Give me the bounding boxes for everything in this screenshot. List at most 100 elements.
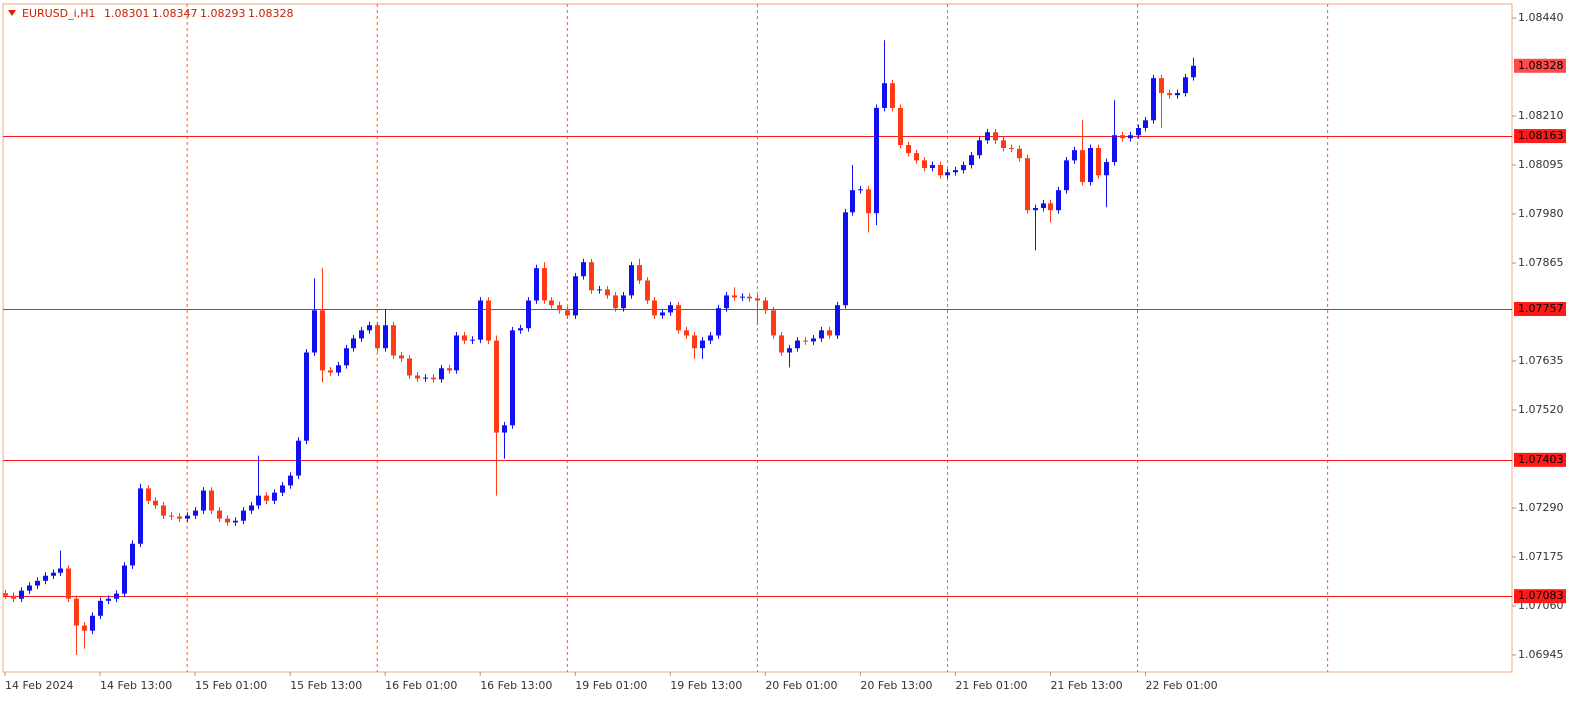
candle-body <box>1151 78 1156 121</box>
candle-body <box>969 155 974 166</box>
candle-body <box>1128 135 1133 139</box>
candle-body <box>906 145 911 154</box>
candle-body <box>27 585 32 591</box>
candle-body <box>945 172 950 176</box>
candle-body <box>74 598 79 626</box>
candle-body <box>272 492 277 501</box>
candle-body <box>1072 150 1077 161</box>
candle-body <box>755 298 760 301</box>
candle-body <box>1143 120 1148 128</box>
candle-body <box>589 262 594 291</box>
plot-layer <box>3 4 1512 672</box>
candle-body <box>621 295 626 309</box>
candle-body <box>1120 135 1125 139</box>
header-close: 1.08328 <box>248 7 294 20</box>
candle-body <box>692 335 697 349</box>
candle-body <box>557 305 562 311</box>
candle-body <box>732 295 737 298</box>
y-tick-label: 1.08095 <box>1518 158 1564 171</box>
candle-body <box>890 83 895 108</box>
candle-body <box>217 510 222 519</box>
level-label-box <box>1514 129 1566 144</box>
candle-body <box>795 340 800 349</box>
candle-body <box>288 475 293 486</box>
candle-body <box>510 330 515 426</box>
candle-body <box>336 365 341 373</box>
candle-body <box>146 488 151 501</box>
x-tick-label: 19 Feb 13:00 <box>670 679 742 692</box>
candle-body <box>985 132 990 141</box>
candle-body <box>637 265 642 281</box>
x-tick-label: 16 Feb 13:00 <box>480 679 552 692</box>
candle-body <box>3 593 8 596</box>
candle-body <box>747 296 752 299</box>
candle-body <box>668 305 673 313</box>
candle-body <box>977 140 982 156</box>
candle-body <box>1009 147 1014 149</box>
candle-body <box>19 590 24 599</box>
candle-body <box>1191 65 1196 78</box>
candle-body <box>1056 190 1061 211</box>
x-tick-label: 19 Feb 01:00 <box>575 679 647 692</box>
level-label: 1.07083 <box>1518 589 1564 602</box>
candle-body <box>1001 140 1006 148</box>
candle-body <box>1025 158 1030 211</box>
candle-body <box>130 543 135 566</box>
candle-body <box>249 505 254 511</box>
candle-body <box>351 338 356 349</box>
candle-body <box>1183 77 1188 94</box>
x-tick-label: 22 Feb 01:00 <box>1145 679 1217 692</box>
candle-body <box>763 300 768 311</box>
candle-body <box>502 425 507 433</box>
candle-body <box>431 377 436 380</box>
candle-body <box>280 485 285 493</box>
x-tick-label: 14 Feb 13:00 <box>100 679 172 692</box>
candle-body <box>114 593 119 599</box>
candle-body <box>1033 208 1038 211</box>
header-low: 1.08293 <box>200 7 246 20</box>
candle-body <box>320 310 325 371</box>
candle-body <box>914 153 919 161</box>
candle-body <box>201 490 206 511</box>
candle-body <box>542 268 547 301</box>
candle-body <box>367 325 372 331</box>
candle-body <box>581 262 586 277</box>
x-tick-label: 16 Feb 01:00 <box>385 679 457 692</box>
candle-body <box>439 368 444 380</box>
candle-body <box>518 328 523 331</box>
candle-body <box>153 500 158 506</box>
candle-body <box>779 335 784 353</box>
candle-body <box>359 330 364 339</box>
candle-body <box>328 370 333 373</box>
candle-body <box>344 348 349 366</box>
candle-body <box>233 520 238 523</box>
header-high: 1.08347 <box>152 7 198 20</box>
candle-body <box>82 625 87 631</box>
candle-body <box>256 495 261 506</box>
candle-body <box>399 355 404 359</box>
candle-body <box>961 165 966 171</box>
candle-body <box>740 296 745 298</box>
x-tick-label: 20 Feb 01:00 <box>765 679 837 692</box>
collapse-icon <box>8 10 16 16</box>
candle-body <box>629 265 634 296</box>
candle-body <box>454 335 459 371</box>
candle-body <box>827 330 832 336</box>
candle-body <box>573 276 578 316</box>
candle-body <box>185 515 190 519</box>
candle-body <box>1159 78 1164 94</box>
level-label-box <box>1514 302 1566 317</box>
candle-body <box>534 268 539 301</box>
candle-body <box>296 440 301 476</box>
candle-body <box>447 368 452 371</box>
candle-body <box>930 165 935 169</box>
candle-body <box>938 165 943 176</box>
candle-body <box>803 340 808 342</box>
level-label: 1.07403 <box>1518 453 1564 466</box>
candle-body <box>43 575 48 581</box>
x-tick-label: 21 Feb 01:00 <box>955 679 1027 692</box>
candle-body <box>1041 203 1046 209</box>
candle-body <box>613 295 618 309</box>
x-tick-label: 20 Feb 13:00 <box>860 679 932 692</box>
candle-body <box>1112 135 1117 163</box>
